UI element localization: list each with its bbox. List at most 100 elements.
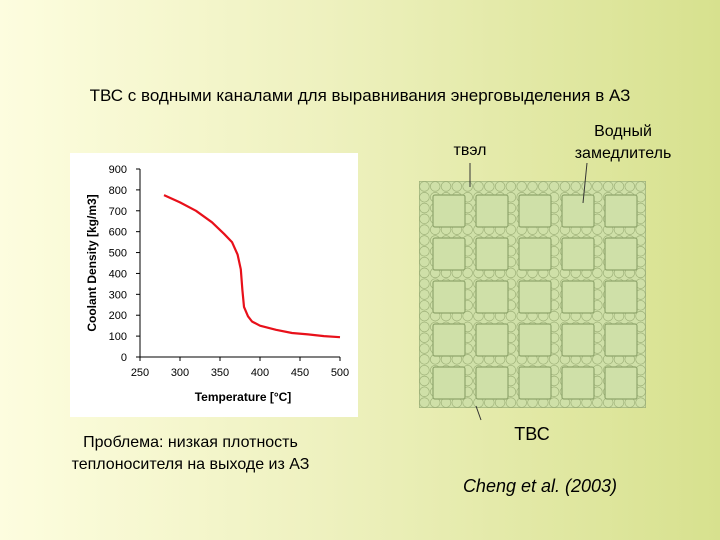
water-channel — [604, 323, 638, 357]
fuel-rod-icon — [419, 310, 430, 322]
water-channel — [518, 366, 552, 400]
fuel-rod-icon — [592, 181, 603, 192]
water-channel — [432, 237, 466, 271]
y-tick-label: 100 — [109, 331, 127, 343]
water-channel — [604, 366, 638, 400]
water-channel — [475, 366, 509, 400]
assembly-label: ТВС — [514, 424, 550, 444]
moderator-label-line2: замедлитель — [574, 145, 672, 162]
y-tick-label: 500 — [109, 248, 127, 260]
fuel-rod-icon — [635, 181, 646, 192]
fuel-rod-icon — [429, 181, 441, 192]
fuel-rod-icon — [462, 224, 473, 235]
x-tick-label: 400 — [251, 367, 269, 379]
fuel-assembly-diagram — [419, 181, 646, 408]
density-chart: 0 100 200 300 400 500 600 700 800 900 250 300 350 400… — [70, 153, 358, 417]
fuel-rod-icon — [419, 256, 430, 268]
fuel-rod-icon — [548, 224, 560, 235]
x-tick-label: 250 — [131, 367, 149, 379]
fuel-rod-icon — [462, 181, 473, 192]
density-curve — [163, 194, 341, 339]
problem-caption-line1: Проблема: низкая плотность — [83, 434, 298, 451]
fuel-rod-icon — [462, 397, 473, 408]
water-channel — [475, 280, 509, 314]
fuel-rod-icon — [419, 321, 430, 333]
y-tick-label: 200 — [109, 310, 127, 322]
fuel-rod-label: твэл — [453, 142, 487, 159]
fuel-rod-icon — [419, 235, 430, 246]
fuel-rod-icon — [613, 181, 625, 192]
water-channel — [518, 194, 552, 228]
y-tick-label: 800 — [109, 185, 127, 197]
fuel-rod-icon — [592, 224, 603, 235]
water-channel — [561, 194, 595, 228]
fuel-rod-icon — [419, 278, 430, 289]
fuel-rod-icon — [548, 181, 560, 192]
fuel-rod-icon — [419, 332, 430, 343]
moderator-label-line1: Водный — [594, 123, 652, 140]
fuel-rod-icon — [527, 181, 538, 192]
y-tick-label: 0 — [121, 352, 127, 364]
x-tick-label: 300 — [171, 367, 189, 379]
fuel-rod-icon — [419, 191, 430, 203]
fuel-rod-icon — [592, 354, 603, 365]
fuel-rod-icon — [505, 181, 517, 192]
assembly-leader — [475, 405, 482, 421]
fuel-rod-icon — [419, 343, 430, 354]
fuel-rod-icon — [462, 310, 473, 322]
water-channel — [432, 366, 466, 400]
fuel-rod-icon — [419, 213, 430, 225]
water-channel — [475, 194, 509, 228]
fuel-rod-icon — [419, 354, 430, 365]
y-tick-label: 300 — [109, 289, 127, 301]
fuel-rod-icon — [505, 397, 517, 408]
x-tick-label: 450 — [291, 367, 309, 379]
fuel-rod-icon — [419, 181, 430, 192]
fuel-rod-icon — [505, 310, 517, 322]
fuel-rod-icon — [570, 181, 581, 192]
fuel-rod-icon — [419, 289, 430, 300]
fuel-rod-icon — [494, 181, 506, 192]
chart-canvas: 0 100 200 300 400 500 600 700 800 900 250 300 350 400… — [85, 164, 349, 404]
water-channel — [475, 237, 509, 271]
fuel-rod-icon — [440, 181, 452, 192]
water-channel — [432, 280, 466, 314]
fuel-rod-icon — [505, 224, 517, 235]
fuel-rod-icon — [548, 310, 560, 322]
water-channel — [604, 237, 638, 271]
fuel-rod-icon — [419, 386, 430, 398]
fuel-rod-icon — [419, 267, 430, 279]
water-moderator-label: Водный замедлитель — [548, 121, 698, 165]
fuel-rod-icon — [559, 181, 571, 192]
fuel-rod-icon — [505, 354, 517, 365]
fuel-rod-icon — [592, 310, 603, 322]
x-axis-title: Temperature [°C] — [195, 390, 292, 404]
water-channel — [518, 323, 552, 357]
water-channel — [475, 323, 509, 357]
y-tick-label: 400 — [109, 268, 127, 280]
water-channel — [561, 323, 595, 357]
fuel-rod-icon — [473, 181, 484, 192]
water-channel — [604, 194, 638, 228]
fuel-rod-icon — [419, 300, 430, 311]
problem-caption: Проблема: низкая плотность теплоносителя… — [48, 432, 333, 476]
x-tick-label: 500 — [331, 367, 349, 379]
water-channel — [604, 280, 638, 314]
fuel-rod-icon — [538, 181, 549, 192]
fuel-rod-icon — [592, 397, 603, 408]
water-channel — [432, 323, 466, 357]
x-tick-label: 350 — [211, 367, 229, 379]
fuel-rod-icon — [602, 181, 614, 192]
fuel-rod-icon — [635, 267, 646, 279]
fuel-rod-icon — [484, 181, 495, 192]
y-tick-label: 700 — [109, 206, 127, 218]
fuel-rod-icon — [462, 267, 473, 279]
fuel-rod-icon — [635, 224, 646, 235]
fuel-rod-icon — [548, 397, 560, 408]
y-tick-label: 600 — [109, 227, 127, 239]
citation: Cheng et al. (2003) — [462, 476, 618, 496]
y-tick-label: 900 — [109, 164, 127, 176]
fuel-rod-icon — [516, 181, 527, 192]
fuel-rod-icon — [419, 397, 430, 408]
fuel-rod-icon — [635, 354, 646, 365]
